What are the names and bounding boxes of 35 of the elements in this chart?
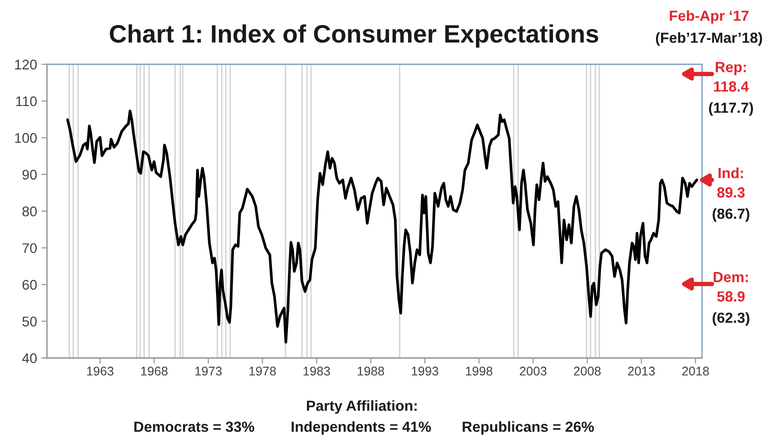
text: Ind: 89.3 — [717, 168, 745, 198]
text: Republicans = 26% — [462, 421, 594, 435]
text: (62.3) — [712, 312, 750, 326]
x-tick-label: 1973 — [195, 366, 222, 376]
line-series — [66, 110, 698, 344]
y-tick-label: 70 — [22, 243, 37, 254]
text: Rep: 118.4 — [714, 62, 749, 92]
x-tick-label: 1978 — [249, 366, 276, 376]
y-tick-label: 80 — [22, 206, 37, 216]
text: Dem: 58.9 — [714, 272, 748, 302]
x-tick-label: 2008 — [574, 366, 601, 376]
y-tick-label: 60 — [22, 280, 37, 290]
text: (117.7) — [709, 102, 753, 116]
x-tick-label: 1993 — [412, 366, 438, 376]
y-tick-label: 90 — [22, 170, 37, 180]
text: Independents = 41% — [292, 421, 431, 435]
text: Democrats = 33% — [134, 422, 254, 432]
text: (86.7) — [712, 208, 750, 222]
x-tick-label: 2018 — [682, 366, 709, 376]
x-tick-label: 1998 — [466, 366, 492, 376]
x-tick-label: 1988 — [358, 366, 384, 376]
chart-title: Chart 1: Index of Consumer Expectations — [110, 24, 598, 48]
text: Feb-Apr ‘17 — [670, 10, 748, 24]
x-tick-label: 2013 — [628, 366, 655, 376]
x-tick-label: 1963 — [87, 366, 114, 376]
y-tick-label: 40 — [22, 353, 37, 364]
text: Party Affiliation: — [306, 400, 417, 414]
x-tick-label: 2003 — [520, 366, 546, 376]
x-tick-label: 1983 — [304, 366, 330, 376]
y-tick-label: 100 — [15, 133, 37, 143]
x-tick-label: 1968 — [141, 366, 168, 376]
text: (Feb’17-Mar’18) — [656, 32, 762, 46]
y-tick-label: 110 — [16, 96, 37, 106]
y-tick-label: 50 — [22, 316, 37, 326]
y-tick-label: 120 — [15, 60, 37, 70]
